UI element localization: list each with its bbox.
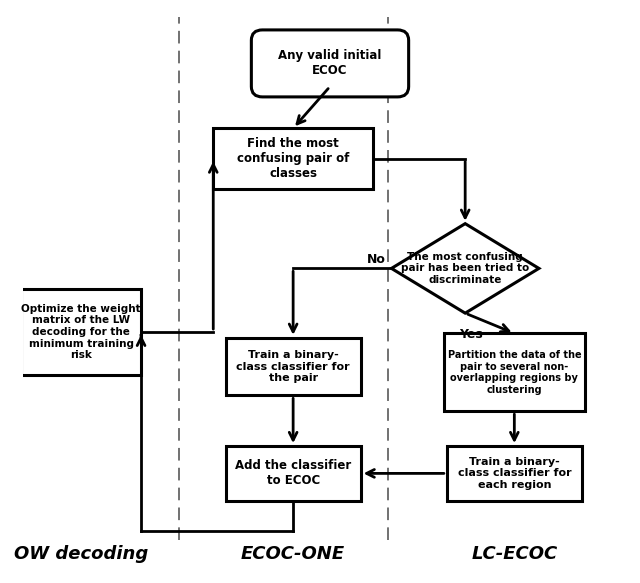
Text: Find the most
confusing pair of
classes: Find the most confusing pair of classes	[237, 137, 349, 180]
Text: LC-ECOC: LC-ECOC	[471, 545, 557, 563]
Text: Partition the data of the
pair to several non-
overlapping regions by
clustering: Partition the data of the pair to severa…	[447, 350, 581, 395]
Bar	[225, 446, 361, 501]
Text: Yes: Yes	[460, 328, 483, 340]
FancyBboxPatch shape	[252, 30, 409, 97]
Bar	[21, 289, 141, 375]
Text: Optimize the weight
matrix of the LW
decoding for the
minimum training
risk: Optimize the weight matrix of the LW dec…	[21, 304, 141, 360]
Bar	[447, 446, 582, 501]
Text: OW decoding: OW decoding	[14, 545, 148, 563]
Bar	[225, 338, 361, 395]
Text: Add the classifier
to ECOC: Add the classifier to ECOC	[235, 459, 351, 487]
Text: ECOC-ONE: ECOC-ONE	[241, 545, 345, 563]
Text: The most confusing
pair has been tried to
discriminate: The most confusing pair has been tried t…	[401, 252, 529, 285]
Bar	[213, 128, 373, 189]
Text: Train a binary-
class classifier for
the pair: Train a binary- class classifier for the…	[236, 350, 350, 383]
Text: Train a binary-
class classifier for
each region: Train a binary- class classifier for eac…	[458, 457, 571, 490]
Text: Any valid initial
ECOC: Any valid initial ECOC	[278, 50, 381, 78]
Bar	[444, 333, 585, 412]
Polygon shape	[392, 224, 539, 313]
Text: No: No	[367, 253, 385, 266]
